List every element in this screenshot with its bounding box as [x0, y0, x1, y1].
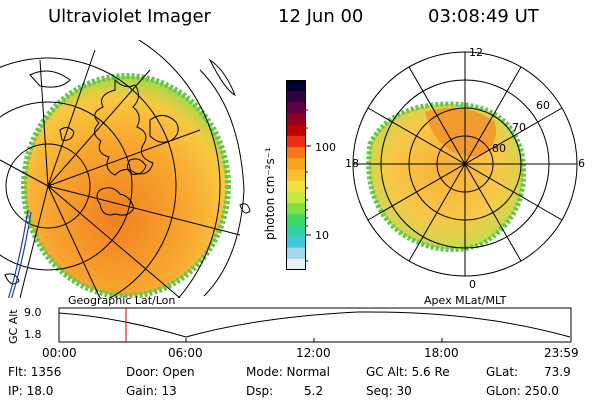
colorbar-swatch	[286, 102, 306, 115]
altitude-curve	[58, 311, 571, 338]
door-status: Door: Open	[126, 365, 195, 379]
limb-arc	[7, 209, 32, 298]
colorbar-swatch	[286, 158, 306, 170]
colorbar-tick-10: 10	[315, 229, 329, 242]
gain-value: Gain: 13	[126, 384, 177, 398]
colorbar-swatch	[286, 180, 306, 193]
colorbar-swatch	[286, 147, 306, 159]
colorbar-swatch	[286, 169, 306, 182]
time-label: 03:08:49 UT	[428, 6, 539, 27]
altitude-tick-min: 1.8	[24, 328, 42, 341]
sequence-number: Seq: 30	[366, 384, 412, 398]
colorbar-ticks	[305, 109, 311, 262]
ip-value: IP: 18.0	[8, 384, 54, 398]
mlt-label-0: 0	[469, 278, 476, 291]
glon-value: GLon: 250.0	[486, 384, 559, 398]
colorbar-swatch	[286, 247, 306, 260]
glat-label: GLat:	[486, 365, 519, 379]
colorbar-swatch	[286, 191, 306, 204]
colorbar-swatch	[286, 214, 306, 226]
colorbar-swatch	[286, 258, 306, 271]
altitude-axis-label: GC Alt	[7, 309, 20, 344]
apex-caption: Apex MLat/MLT	[424, 294, 507, 307]
colorbar-swatch	[286, 113, 306, 126]
dsp-label: Dsp:	[246, 384, 274, 398]
mlat-label-80: 80	[492, 142, 506, 155]
colorbar-swatch	[286, 135, 306, 148]
time-tick-0000: 00:00	[42, 346, 77, 360]
terminator-arc	[199, 69, 245, 297]
colorbar	[286, 80, 306, 271]
mlat-label-70: 70	[512, 121, 526, 134]
date-label: 12 Jun 00	[278, 6, 364, 27]
altitude-tick-max: 9.0	[24, 306, 42, 319]
glat-value: 73.9	[544, 365, 571, 379]
dsp-value: 5.2	[304, 384, 324, 398]
flight-number: Flt: 1356	[8, 365, 62, 379]
time-tick-1200: 12:00	[296, 346, 331, 360]
mlat-label-60: 60	[536, 99, 550, 112]
instrument-title: Ultraviolet Imager	[48, 6, 211, 27]
colorbar-tick-100: 100	[315, 141, 336, 154]
oval-edge	[366, 101, 527, 253]
colorbar-swatch	[286, 80, 306, 92]
geographic-auroral-image	[0, 40, 251, 298]
time-tick-2359: 23:59	[544, 346, 579, 360]
colorbar-swatch	[286, 124, 306, 137]
mlt-label-6: 6	[578, 157, 585, 170]
mlt-label-18: 18	[345, 157, 359, 170]
polar-mlat-mlt-plot	[352, 51, 578, 277]
geographic-caption: Geographic Lat/Lon	[68, 294, 176, 307]
colorbar-swatches	[286, 80, 306, 271]
time-tick-0600: 06:00	[168, 346, 203, 360]
earth-disk	[24, 76, 228, 296]
time-tick-1800: 18:00	[424, 346, 459, 360]
latlon-grid	[0, 40, 241, 298]
colorbar-unit-label: photon cm⁻²s⁻¹	[263, 147, 277, 240]
disk-edge	[21, 73, 231, 298]
colorbar-swatch	[286, 202, 306, 215]
altitude-plot-frame	[58, 307, 572, 343]
dayside-patch	[425, 107, 496, 157]
colorbar-swatch	[286, 91, 306, 103]
gc-altitude: GC Alt: 5.6 Re	[366, 365, 450, 379]
mode-status: Mode: Normal	[246, 365, 330, 379]
mlt-label-12: 12	[469, 46, 483, 59]
colorbar-border	[286, 80, 306, 270]
colorbar-swatch	[286, 236, 306, 249]
polar-grid	[352, 51, 578, 277]
colorbar-swatch	[286, 225, 306, 237]
